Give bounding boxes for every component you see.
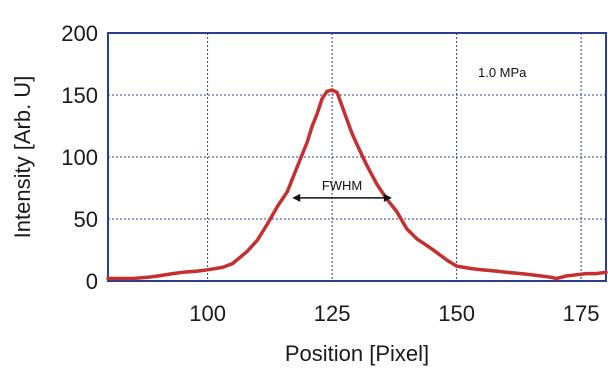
y-tick-label: 150: [61, 83, 98, 108]
y-axis-label: Intensity [Arb. U]: [10, 76, 35, 239]
y-tick-labels: 0 50 100 150 200: [61, 21, 98, 294]
x-tick-label: 100: [189, 301, 226, 326]
fwhm-arrowhead-left: [292, 193, 301, 202]
plot-frame: [107, 32, 607, 282]
chart-grid: [108, 33, 606, 281]
x-tick-label: 175: [563, 301, 600, 326]
fwhm-arrowhead-right: [383, 193, 392, 202]
y-tick-label: 200: [61, 21, 98, 46]
pressure-label: 1.0 MPa: [478, 65, 527, 80]
y-tick-label: 50: [74, 207, 98, 232]
y-tick-label: 0: [86, 269, 98, 294]
series-line: [106, 88, 608, 281]
x-axis-label: Position [Pixel]: [285, 341, 429, 366]
x-tick-label: 150: [438, 301, 475, 326]
x-tick-labels: 100 125 150 175: [189, 301, 599, 326]
y-tick-label: 100: [61, 145, 98, 170]
fwhm-label: FWHM: [322, 178, 362, 193]
x-tick-label: 125: [314, 301, 351, 326]
fwhm-arrow: [292, 193, 392, 202]
